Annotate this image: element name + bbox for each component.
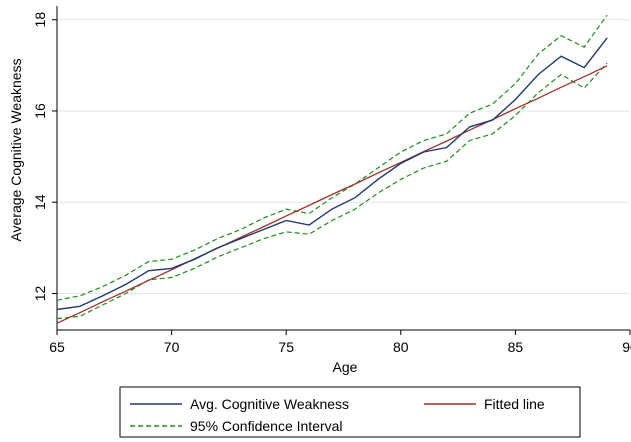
avg-cognitive-weakness-line [56,37,608,311]
legend: Avg. Cognitive Weakness Fitted line 95% Co… [119,386,581,438]
x-tick-label: 75 [278,339,294,355]
fitted-line [56,65,608,324]
ci-upper-line [56,14,608,301]
x-tick-label: 70 [164,339,180,355]
x-tick-label: 90 [622,339,631,355]
ticks: 12 14 16 18 65 70 75 80 85 90 [32,12,631,355]
x-tick-label: 85 [508,339,524,355]
y-tick-label: 12 [32,285,48,301]
axes [56,6,630,331]
legend-label: 95% Confidence Interval [190,418,343,434]
grid-lines [57,19,630,294]
y-axis-title: Average Cognitive Weakness [8,58,24,241]
ci-lower-line [56,62,608,320]
legend-box [119,386,581,438]
x-tick-label: 65 [49,339,65,355]
x-tick-label: 80 [393,339,409,355]
series-layer [56,14,608,324]
legend-label: Avg. Cognitive Weakness [190,396,349,412]
x-axis-title: Age [333,359,358,375]
y-tick-label: 16 [32,103,48,119]
y-tick-label: 14 [32,194,48,210]
y-tick-label: 18 [32,12,48,28]
legend-label: Fitted line [484,396,545,412]
